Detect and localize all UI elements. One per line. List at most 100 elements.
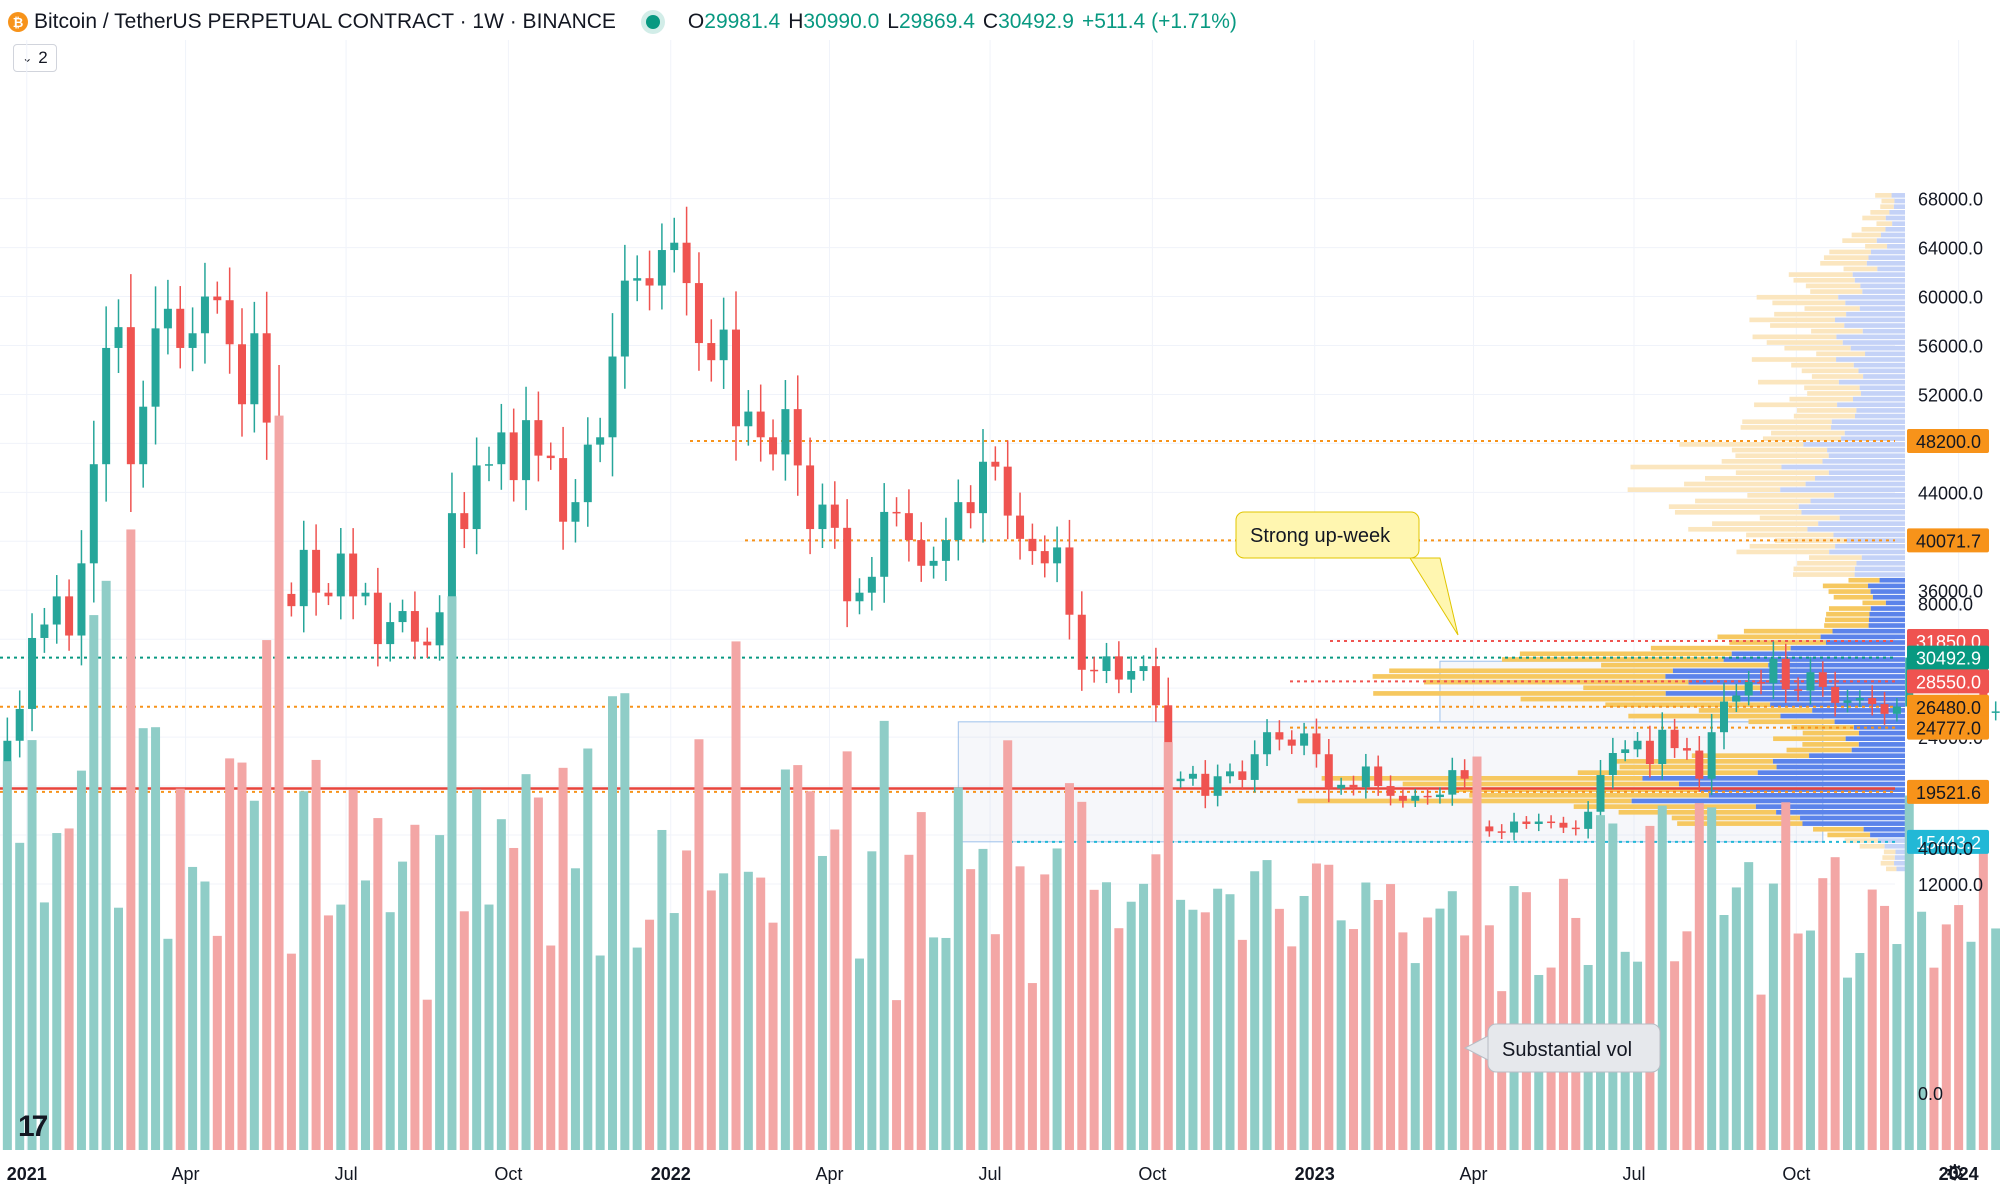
candle-body [151, 328, 160, 407]
volume-profile-bin [1751, 357, 1905, 362]
candle [1756, 669, 1766, 1150]
volume-bar [533, 797, 543, 1150]
volume-profile-sell [1786, 747, 1852, 753]
price-tick-label: 36000.0 [1918, 581, 1983, 601]
candle [1077, 591, 1087, 1150]
volume-profile-sell [1784, 345, 1851, 351]
volume-profile-buy [1827, 447, 1905, 453]
volume-profile-buy [1833, 532, 1905, 538]
settings-gear-icon[interactable]: ⚙ [1945, 1160, 1965, 1185]
volume-profile-buy [1780, 713, 1905, 719]
candle-body [1781, 658, 1790, 690]
volume-bar [657, 829, 667, 1150]
volume-bar [472, 789, 482, 1150]
volume-bar [1361, 882, 1371, 1150]
volume-bar [410, 824, 420, 1150]
candle-body [1584, 811, 1593, 829]
level-badge: 48200.0 [1907, 428, 1989, 453]
volume-bar [1250, 871, 1260, 1150]
candle-body [1448, 770, 1457, 795]
candle [1657, 712, 1667, 1150]
candle [1398, 788, 1408, 1150]
candle-body [1349, 784, 1358, 788]
volume-profile-bin [1519, 651, 1905, 657]
candle-body [559, 458, 568, 522]
volume-profile-buy [1877, 266, 1905, 272]
volume-profile-buy [1805, 481, 1905, 487]
indicators-toggle-button[interactable]: ⌄ 2 [13, 44, 57, 72]
annotation-substantial-vol: Substantial vol [1463, 1023, 1661, 1073]
symbol-title[interactable]: Bitcoin / TetherUS PERPETUAL CONTRACT · … [34, 10, 616, 33]
candle-body [435, 612, 444, 646]
volume-profile-bin [1793, 566, 1905, 572]
candle-body [818, 504, 827, 530]
volume-bar [1176, 899, 1186, 1150]
candle-body [1460, 770, 1469, 779]
candle-body [1386, 786, 1395, 796]
volume-profile-buy [1851, 747, 1905, 753]
candle [842, 499, 852, 1150]
volume-profile-bin [1810, 289, 1905, 294]
volume-profile-buy [1838, 379, 1905, 385]
candle [114, 299, 123, 1150]
candle [1583, 801, 1593, 1150]
volume-profile-bin [1577, 770, 1905, 775]
volume-bar [793, 765, 803, 1150]
level-badge-label: 28550.0 [1916, 672, 1981, 692]
volume-profile-buy [1755, 804, 1905, 809]
tradingview-logo[interactable]: 17 [18, 1110, 48, 1143]
volume-bar [1040, 874, 1050, 1150]
candle [1855, 690, 1865, 1150]
volume-bar [892, 1000, 902, 1150]
candle [435, 595, 445, 1150]
level-badge: 24777.0 [1907, 715, 1989, 740]
candle-body [954, 502, 963, 541]
candle-body [1547, 821, 1556, 824]
candle-body [1065, 547, 1074, 615]
volume-profile-sell [1297, 798, 1632, 804]
candle-body [670, 242, 679, 251]
volume-profile-bin [1793, 277, 1905, 283]
volume-profile-sell [1859, 843, 1885, 849]
volume-profile-sell [1805, 283, 1861, 289]
volume-bar [941, 937, 951, 1150]
volume-bar [645, 919, 655, 1150]
volume-profile-buy [1642, 775, 1905, 781]
candle-body [1040, 551, 1049, 564]
level-badge: 26480.0 [1907, 694, 1989, 719]
volume-profile-buy [1757, 770, 1905, 775]
candle [1892, 697, 1902, 1150]
candle-body [200, 296, 209, 334]
bitcoin-icon: ₿ [8, 12, 28, 32]
candle [706, 319, 716, 1150]
volume-bar [1657, 805, 1667, 1150]
volume-profile-bin [1828, 589, 1905, 594]
volume-profile-bin [1628, 713, 1905, 719]
volume-profile-bin [1747, 493, 1905, 498]
volume-profile-sell [1796, 408, 1857, 413]
volume-profile-sell [1793, 413, 1855, 419]
candle [286, 582, 296, 1150]
indicators-count: 2 [38, 48, 48, 67]
level-badge: 15443.2 [1907, 829, 1989, 854]
volume-profile-buy [1836, 357, 1905, 362]
volume-profile-buy [1828, 470, 1905, 476]
candle-body [15, 708, 24, 741]
candle [855, 578, 864, 1150]
volume-bar [237, 762, 247, 1150]
volume-profile-buy [1889, 210, 1905, 215]
volume-bar [953, 787, 963, 1150]
volume-profile-bin [1771, 430, 1905, 436]
candle [1250, 740, 1260, 1150]
volume-profile-sell [1671, 815, 1801, 821]
volume-profile-bin [1822, 583, 1905, 589]
volume-bar [1139, 883, 1149, 1150]
volume-profile-buy [1860, 391, 1905, 396]
volume-bar [805, 791, 815, 1150]
volume-profile-buy [1834, 493, 1905, 498]
candle [990, 446, 1000, 1150]
volume-profile-buy [1844, 323, 1905, 328]
volume-profile-buy [1631, 798, 1905, 804]
volume-profile-bin [1712, 521, 1905, 526]
